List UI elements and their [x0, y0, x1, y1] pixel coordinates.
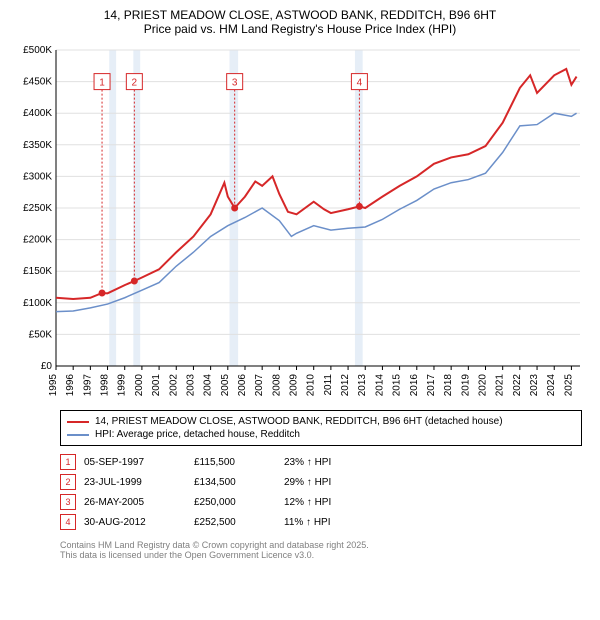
- svg-text:2024: 2024: [546, 374, 557, 397]
- legend-label: HPI: Average price, detached house, Redd…: [95, 429, 300, 440]
- legend-item: 14, PRIEST MEADOW CLOSE, ASTWOOD BANK, R…: [67, 415, 575, 428]
- svg-text:2001: 2001: [151, 374, 162, 397]
- svg-text:1996: 1996: [65, 374, 76, 397]
- transaction-price: £134,500: [194, 477, 284, 488]
- transactions-table: 1 05-SEP-1997£115,50023% ↑ HPI 2 23-JUL-199…: [60, 452, 582, 532]
- svg-text:£50K: £50K: [29, 329, 53, 340]
- svg-text:1998: 1998: [100, 374, 111, 397]
- transaction-date: 26-MAY-2005: [84, 497, 194, 508]
- svg-text:2021: 2021: [495, 374, 506, 397]
- svg-text:£300K: £300K: [23, 171, 52, 182]
- svg-text:2011: 2011: [323, 374, 334, 396]
- svg-text:2022: 2022: [512, 374, 523, 397]
- footer-line-1: Contains HM Land Registry data © Crown c…: [60, 540, 582, 550]
- svg-text:1997: 1997: [82, 374, 93, 397]
- svg-text:2007: 2007: [254, 374, 265, 397]
- svg-text:2016: 2016: [409, 374, 420, 397]
- transaction-delta: 11% ↑ HPI: [284, 517, 404, 528]
- chart-subtitle: Price paid vs. HM Land Registry's House …: [10, 22, 590, 36]
- svg-text:1999: 1999: [117, 374, 128, 397]
- svg-text:2015: 2015: [392, 374, 403, 397]
- transaction-badge: 3: [60, 494, 76, 510]
- footer-line-2: This data is licensed under the Open Gov…: [60, 550, 582, 560]
- transaction-badge: 2: [60, 474, 76, 490]
- transaction-delta: 23% ↑ HPI: [284, 457, 404, 468]
- transaction-delta: 29% ↑ HPI: [284, 477, 404, 488]
- transaction-delta: 12% ↑ HPI: [284, 497, 404, 508]
- license-footer: Contains HM Land Registry data © Crown c…: [60, 540, 582, 560]
- svg-text:£400K: £400K: [23, 108, 52, 119]
- svg-text:2019: 2019: [460, 374, 471, 397]
- transaction-badge: 1: [60, 454, 76, 470]
- transaction-date: 23-JUL-1999: [84, 477, 194, 488]
- legend-label: 14, PRIEST MEADOW CLOSE, ASTWOOD BANK, R…: [95, 416, 503, 427]
- svg-text:2008: 2008: [271, 374, 282, 397]
- svg-text:£500K: £500K: [23, 45, 52, 56]
- svg-text:2013: 2013: [357, 374, 368, 397]
- transaction-badge: 4: [60, 514, 76, 530]
- svg-text:2017: 2017: [426, 374, 437, 397]
- chart-title: 14, PRIEST MEADOW CLOSE, ASTWOOD BANK, R…: [10, 8, 590, 22]
- svg-text:2006: 2006: [237, 374, 248, 397]
- legend: 14, PRIEST MEADOW CLOSE, ASTWOOD BANK, R…: [60, 410, 582, 446]
- transaction-price: £250,000: [194, 497, 284, 508]
- transaction-row: 2 23-JUL-1999£134,50029% ↑ HPI: [60, 472, 582, 492]
- svg-text:2000: 2000: [134, 374, 145, 397]
- svg-text:1995: 1995: [48, 374, 59, 397]
- svg-text:£0: £0: [41, 361, 53, 372]
- svg-text:£150K: £150K: [23, 266, 52, 277]
- transaction-row: 3 26-MAY-2005£250,00012% ↑ HPI: [60, 492, 582, 512]
- transaction-date: 30-AUG-2012: [84, 517, 194, 528]
- svg-text:2018: 2018: [443, 374, 454, 397]
- legend-item: HPI: Average price, detached house, Redd…: [67, 428, 575, 441]
- svg-text:£450K: £450K: [23, 77, 52, 88]
- svg-text:2023: 2023: [529, 374, 540, 397]
- svg-text:2010: 2010: [306, 374, 317, 397]
- svg-text:£250K: £250K: [23, 203, 52, 214]
- legend-swatch: [67, 421, 89, 423]
- svg-text:2020: 2020: [478, 374, 489, 397]
- svg-text:2004: 2004: [203, 374, 214, 397]
- transaction-row: 4 30-AUG-2012£252,50011% ↑ HPI: [60, 512, 582, 532]
- transaction-row: 1 05-SEP-1997£115,50023% ↑ HPI: [60, 452, 582, 472]
- svg-text:2009: 2009: [289, 374, 300, 397]
- svg-text:2014: 2014: [374, 374, 385, 397]
- svg-text:3: 3: [232, 78, 238, 89]
- svg-text:£350K: £350K: [23, 140, 52, 151]
- svg-text:2005: 2005: [220, 374, 231, 397]
- svg-text:£100K: £100K: [23, 298, 52, 309]
- svg-text:2003: 2003: [185, 374, 196, 397]
- transaction-price: £115,500: [194, 457, 284, 468]
- svg-text:2: 2: [132, 78, 138, 89]
- transaction-price: £252,500: [194, 517, 284, 528]
- svg-text:2025: 2025: [563, 374, 574, 397]
- svg-text:£200K: £200K: [23, 235, 52, 246]
- legend-swatch: [67, 434, 89, 436]
- svg-text:2012: 2012: [340, 374, 351, 397]
- svg-text:2002: 2002: [168, 374, 179, 397]
- svg-text:4: 4: [357, 78, 363, 89]
- svg-text:1: 1: [99, 78, 105, 89]
- transaction-date: 05-SEP-1997: [84, 457, 194, 468]
- price-chart: £0 £50K £100K £150K £200K £250K £300K £350K £400…: [10, 42, 590, 402]
